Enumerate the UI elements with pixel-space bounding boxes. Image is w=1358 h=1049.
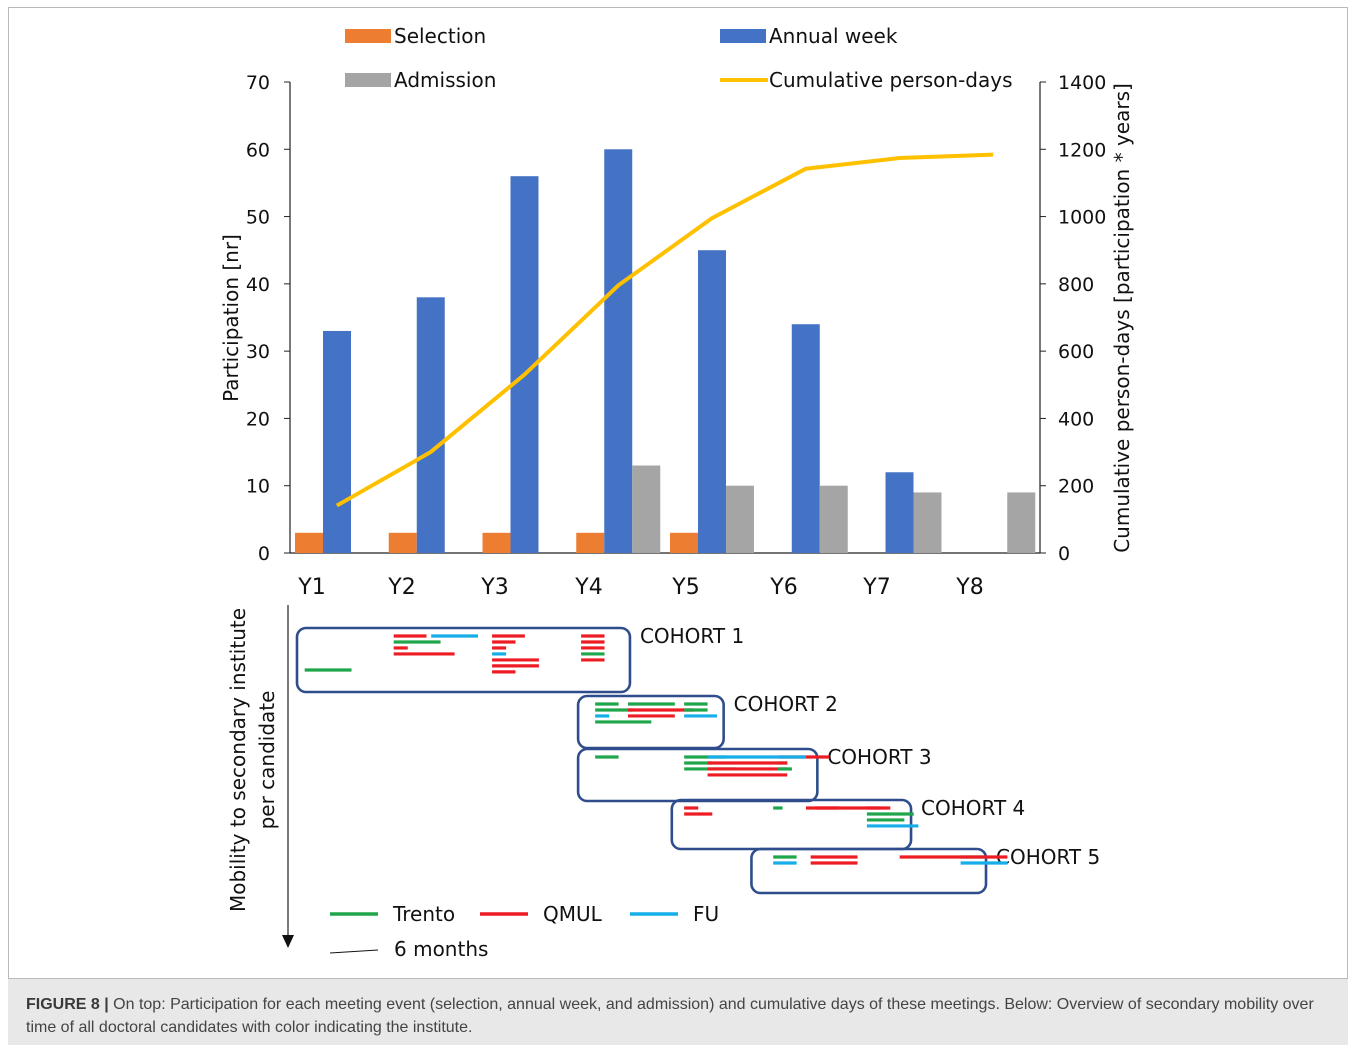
x-tick-label-y3: Y3 (480, 575, 508, 600)
y2-tick-label: 1400 (1058, 72, 1106, 94)
x-tick-label-y1: Y1 (297, 575, 325, 600)
chart-axes: 0 10 20 30 40 50 60 70 0 200 400 600 800 1000 1200 1400… (219, 72, 1134, 565)
cohort-label-1: COHORT 1 (640, 624, 744, 648)
x-tick-label-y7: Y7 (862, 575, 890, 600)
y2-tick-label: 200 (1058, 476, 1094, 498)
x-tick-label-y2: Y2 (387, 575, 415, 600)
legend-label-annual-week: Annual week (769, 24, 898, 48)
chart-bars (295, 149, 1036, 554)
legend-swatch-admission (345, 73, 391, 87)
bar-admission-y4 (632, 465, 661, 553)
caption-box: FIGURE 8 | On top: Participation for eac… (8, 979, 1348, 1045)
timeline-y-title-line1: Mobility to secondary institute (226, 608, 250, 912)
legend-label-cumulative-person-days: Cumulative person-days (769, 68, 1013, 92)
y2-tick-label: 400 (1058, 408, 1094, 430)
cohort-label-5: COHORT 5 (996, 845, 1100, 869)
legend-label-selection: Selection (394, 24, 486, 48)
cohort-box-1 (295, 626, 632, 694)
y-axis-title: Participation [nr] (219, 234, 243, 402)
bar-admission-y7 (913, 492, 942, 553)
y2-axis-title: Cumulative person-days [participation * … (1110, 83, 1134, 553)
bar-admission-y6 (819, 485, 848, 553)
bar-annual-week-y1 (323, 330, 351, 553)
bar-annual-week-y4 (604, 149, 633, 554)
y-tick-label: 30 (246, 341, 270, 363)
figure-frame (8, 7, 1348, 979)
bar-admission-y8 (1007, 492, 1036, 553)
y2-tick-label: 800 (1058, 274, 1094, 296)
legend-swatch-annual-week (720, 29, 766, 43)
x-tick-label-y5: Y5 (671, 575, 699, 600)
timeline-axis-arrow (282, 935, 294, 948)
timeline-legend-label-qmul: QMUL (543, 902, 603, 926)
cohort-label-2: COHORT 2 (734, 692, 838, 716)
bar-selection-y1 (295, 532, 323, 553)
y-tick-label: 50 (246, 207, 270, 229)
timeline-legend-label-fu: FU (693, 902, 719, 926)
y-tick-label: 60 (246, 139, 270, 161)
cohort-box-5 (750, 847, 988, 895)
caption-text: On top: Participation for each meeting e… (26, 996, 1314, 1036)
timeline-legend: Trento QMUL FU 6 months (329, 902, 719, 961)
y2-tick-label: 1200 (1058, 139, 1106, 161)
figure-chart: Selection Annual week Admission Cumulative … (219, 24, 1134, 961)
mobility-timeline: Mobility to secondary institute per candi… (226, 605, 1100, 948)
timeline-legend-label-trento: Trento (392, 902, 455, 926)
bar-selection-y5 (670, 532, 698, 553)
bar-selection-y4 (576, 532, 605, 553)
y-tick-label: 40 (246, 274, 270, 296)
line-cumulative-person-days (335, 152, 994, 508)
bar-annual-week-y7 (885, 472, 914, 553)
y2-tick-label: 1000 (1058, 207, 1106, 229)
y-tick-label: 10 (246, 476, 270, 498)
y-tick-label: 70 (246, 72, 270, 94)
x-tick-label-y4: Y4 (574, 575, 602, 600)
chart-legend: Selection Annual week Admission Cumulative … (345, 24, 1013, 92)
chart-line (335, 152, 994, 508)
bar-selection-y3 (482, 532, 511, 553)
y2-tick-label: 0 (1058, 543, 1070, 565)
legend-swatch-selection (345, 29, 391, 43)
bar-annual-week-y2 (416, 297, 445, 553)
y2-tick-label: 600 (1058, 341, 1094, 363)
x-tick-labels: Y1 Y2 Y3 Y4 Y5 Y6 Y7 Y8 (297, 575, 983, 600)
bar-annual-week-y6 (791, 324, 820, 553)
cohort-label-4: COHORT 4 (921, 796, 1025, 820)
bar-admission-y5 (726, 485, 754, 553)
timeline-y-title-line2: per candidate (255, 691, 279, 830)
scale-bar (329, 949, 379, 954)
x-tick-label-y8: Y8 (955, 575, 983, 600)
bar-annual-week-y5 (698, 250, 726, 553)
bar-selection-y2 (388, 532, 417, 553)
x-tick-label-y6: Y6 (769, 575, 797, 600)
figure-caption: FIGURE 8 | On top: Participation for eac… (26, 993, 1330, 1039)
y-tick-label: 0 (258, 543, 270, 565)
y-tick-label: 20 (246, 408, 270, 430)
legend-label-admission: Admission (394, 68, 496, 92)
scale-bar-label: 6 months (394, 937, 488, 961)
cohort-label-3: COHORT 3 (827, 745, 931, 769)
caption-label: FIGURE 8 | (26, 996, 109, 1013)
